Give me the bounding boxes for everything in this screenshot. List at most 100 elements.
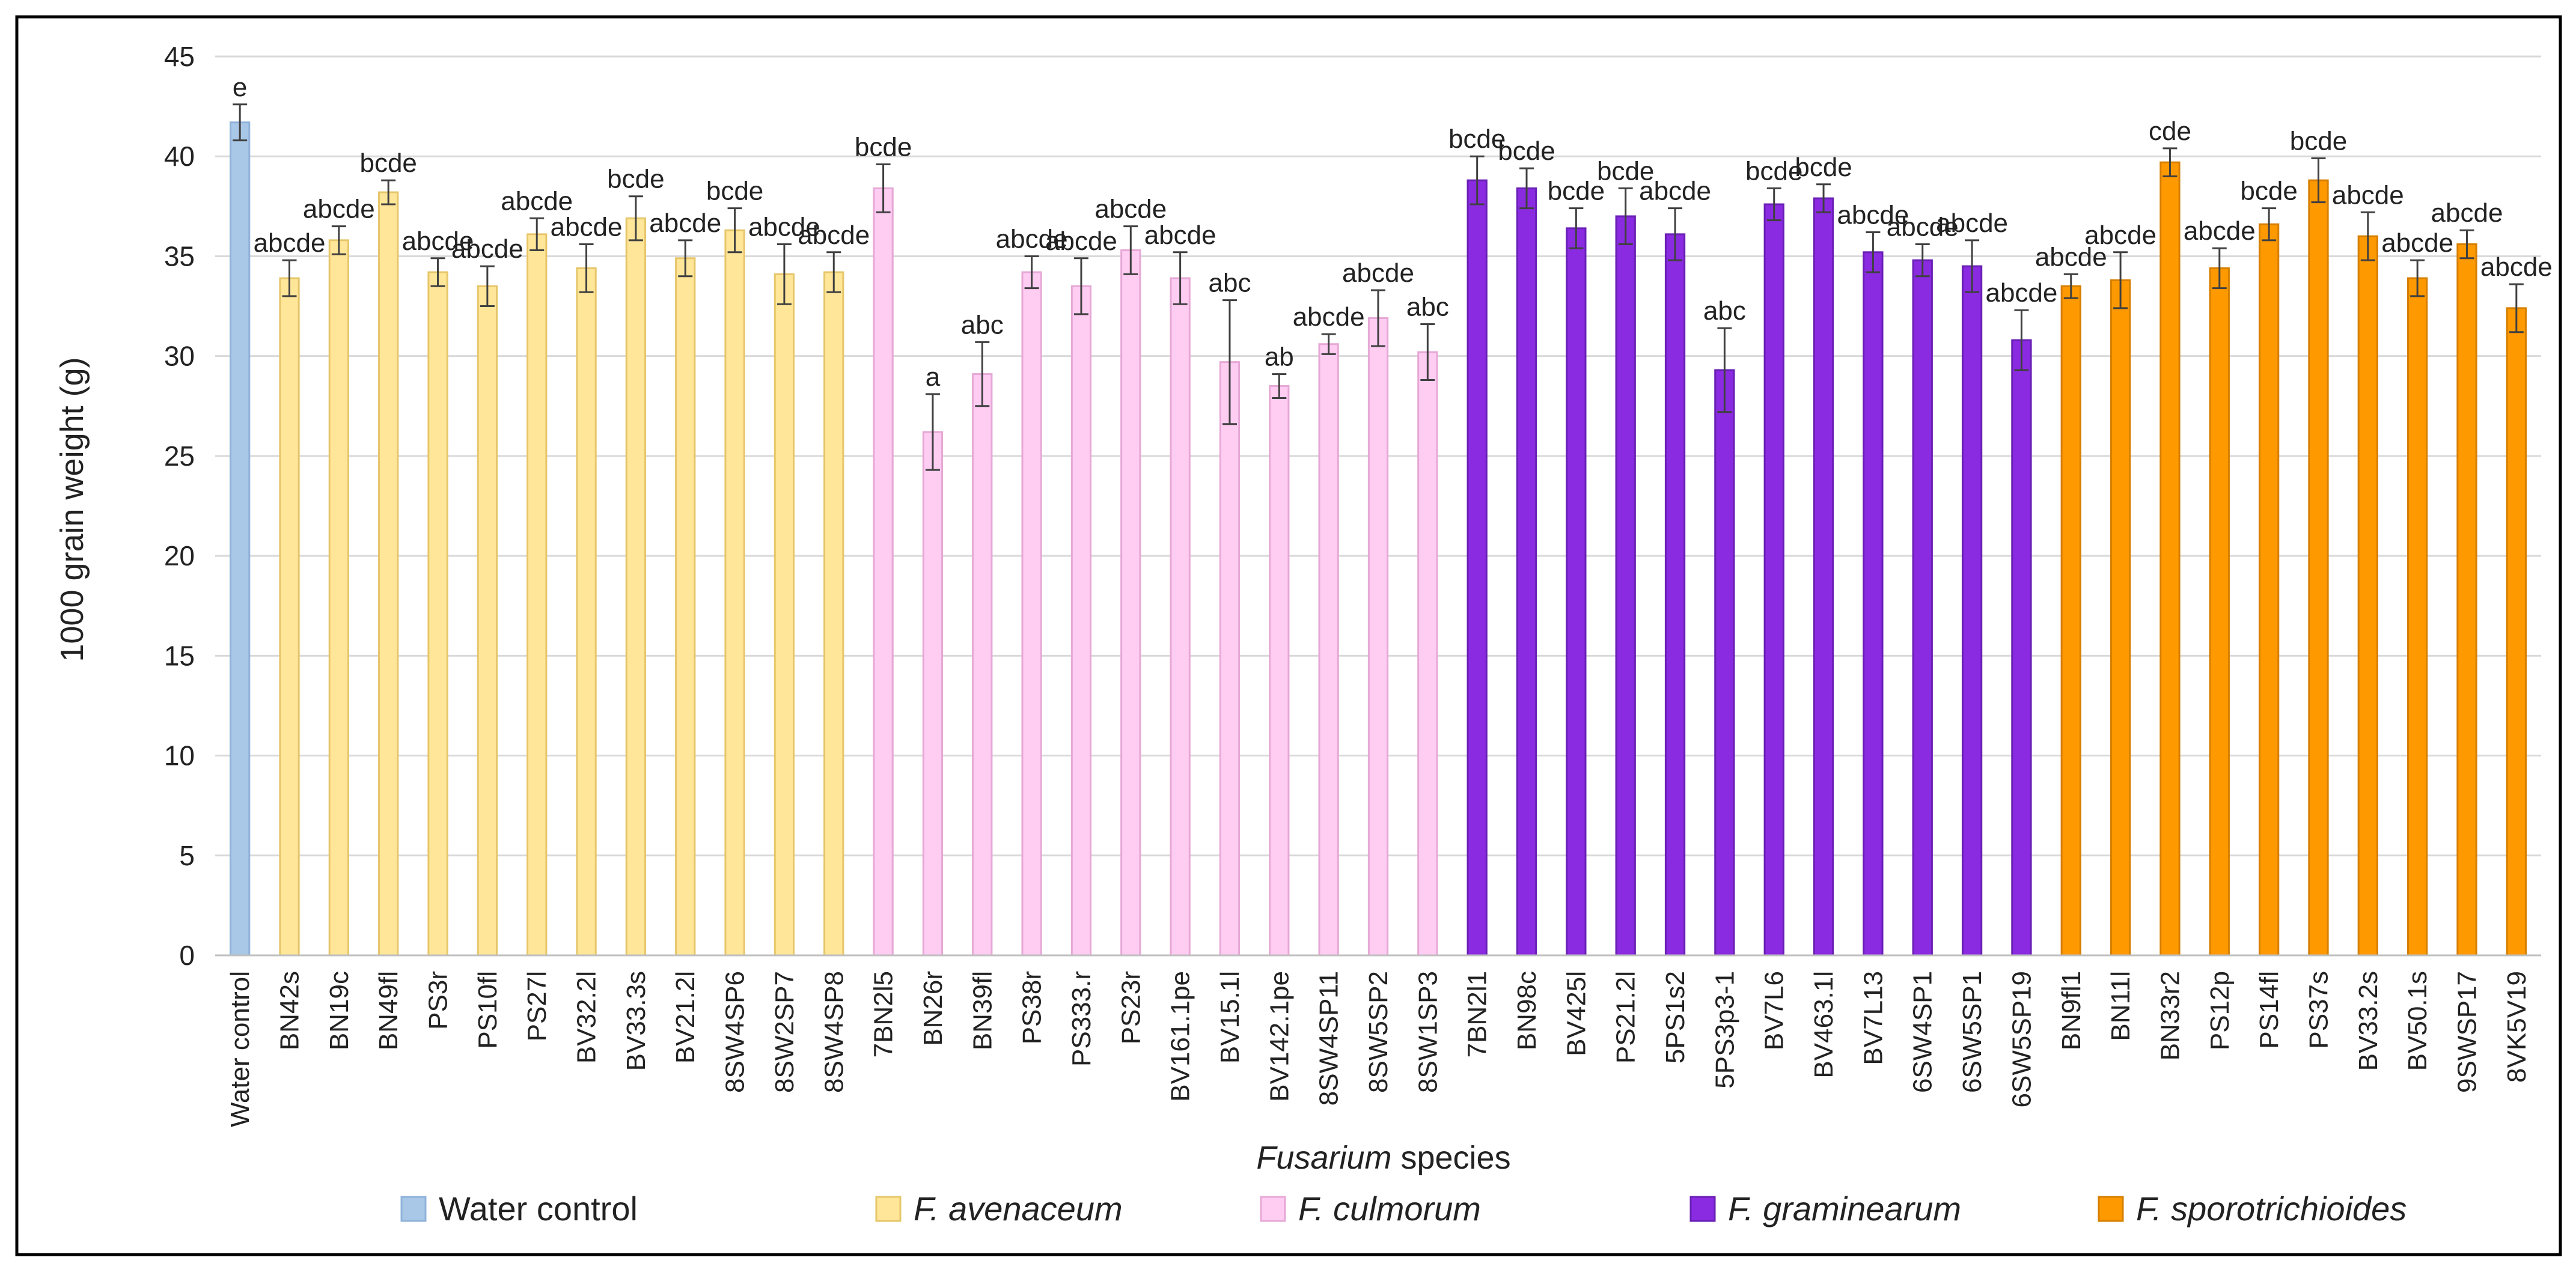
bar (1566, 227, 1587, 957)
category-label: 6SW5SP19 (2007, 971, 2036, 1107)
category-label: PS10fl (473, 971, 502, 1049)
bar (378, 191, 399, 957)
category-label: BN11l (2106, 971, 2135, 1041)
significance-label: abcde (798, 221, 870, 250)
legend-label: Water control (439, 1190, 638, 1228)
significance-label: abcde (1045, 227, 1117, 256)
category-label: BV7L6 (1760, 971, 1789, 1050)
bar (427, 271, 448, 957)
bar (2308, 179, 2329, 957)
significance-label: bcde (359, 148, 417, 178)
x-axis-title-italic: Fusarium (1256, 1140, 1391, 1176)
bar (2110, 279, 2131, 957)
significance-label: abc (1406, 292, 1449, 321)
bar (1367, 317, 1389, 957)
bar (873, 187, 894, 957)
category-label: BV50.1s (2403, 971, 2432, 1071)
bar (230, 121, 251, 957)
bar (2011, 339, 2032, 957)
bar (526, 233, 548, 957)
y-tick-label: 15 (164, 640, 195, 671)
bar (1863, 251, 1884, 957)
legend-swatch (400, 1196, 427, 1222)
significance-label: abcde (2184, 216, 2256, 246)
legend-label: F. culmorum (1298, 1190, 1481, 1228)
significance-label: bcde (1498, 136, 1555, 166)
bar (328, 239, 349, 957)
significance-label: abcde (1639, 177, 1711, 206)
bar (2209, 267, 2230, 957)
significance-label: abcde (996, 224, 1068, 254)
bar (1269, 385, 1290, 957)
legend-label: F. avenaceum (914, 1190, 1123, 1228)
bar (2060, 285, 2081, 957)
bar (1021, 271, 1042, 957)
significance-label: bcde (1448, 124, 1506, 154)
category-label: BV15.1l (1215, 971, 1245, 1064)
bar (1912, 259, 1933, 957)
significance-label: ab (1265, 342, 1294, 372)
y-tick-label: 30 (164, 341, 195, 372)
category-label: BV142.1pe (1265, 971, 1294, 1102)
significance-label: abcde (1094, 195, 1167, 224)
category-label: BN49fl (374, 971, 403, 1050)
bar (625, 217, 647, 957)
category-label: BV33.3s (621, 971, 651, 1071)
category-label: PS23r (1116, 971, 1146, 1044)
significance-label: bcde (706, 177, 763, 206)
significance-label: abcde (1936, 208, 2008, 238)
significance-label: abcde (1144, 221, 1216, 250)
bar (675, 257, 696, 957)
y-tick-label: 45 (164, 41, 195, 72)
legend-label: F. graminearum (1728, 1190, 1961, 1228)
category-label: 7BN2l5 (869, 971, 899, 1057)
category-label: 9SWSP17 (2452, 971, 2482, 1093)
bar (279, 277, 300, 957)
significance-label: abcde (2431, 198, 2503, 228)
category-label: BN26r (918, 971, 948, 1046)
bar (1070, 285, 1092, 957)
category-label: BV32.2l (572, 971, 602, 1064)
y-tick-label: 5 (179, 840, 195, 871)
category-label: PS37s (2304, 971, 2333, 1049)
significance-label: bcde (1795, 153, 1852, 182)
bar (1813, 197, 1834, 957)
significance-label: a (926, 362, 941, 392)
category-label: 8SW1SP3 (1413, 971, 1442, 1093)
bar (576, 267, 597, 957)
significance-label: abcde (1837, 201, 1909, 230)
category-label: 8SW4SP8 (819, 971, 849, 1093)
x-axis-title-rest: species (1391, 1140, 1510, 1176)
y-tick-label: 20 (164, 540, 195, 571)
bar (1615, 215, 1636, 957)
bar (1417, 351, 1438, 957)
bar (1714, 369, 1735, 957)
bar (2506, 307, 2527, 957)
bar (1219, 361, 1241, 957)
significance-label: abcde (748, 212, 820, 242)
legend-label: F. sporotrichioides (2136, 1190, 2407, 1228)
significance-label: abcde (2084, 221, 2156, 250)
bar (774, 273, 795, 957)
bar (2159, 161, 2181, 957)
bar (2407, 277, 2428, 957)
y-axis-title: 1000 grain weight (g) (54, 357, 90, 662)
bar (477, 285, 498, 957)
category-label: BV161.1pe (1166, 971, 1195, 1102)
bar (2357, 235, 2378, 957)
significance-label: bcde (1597, 156, 1654, 186)
axes-layer: 0 5 10 15 20 25 30 35 40 45 Water control BN42s BN19… (164, 41, 2541, 1127)
legend-swatch (875, 1196, 902, 1222)
bar (1664, 233, 1686, 957)
significance-label: abcde (1293, 302, 1365, 332)
significance-label: abcde (501, 186, 573, 216)
category-label: BN19c (325, 971, 354, 1050)
category-label: 5PS1s2 (1661, 971, 1690, 1064)
category-label: BV33.2s (2354, 971, 2383, 1071)
bar (1961, 265, 1983, 957)
significance-label: abcde (451, 234, 523, 264)
legend-swatch (2098, 1196, 2124, 1222)
significance-label: abcde (2332, 180, 2404, 210)
significance-label: abcde (1985, 278, 2057, 308)
